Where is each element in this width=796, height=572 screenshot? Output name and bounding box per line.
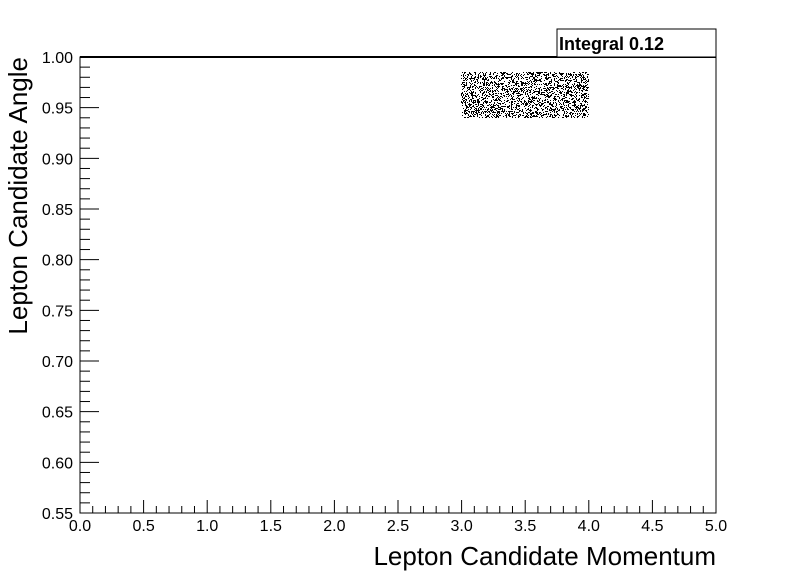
stats-box-frame bbox=[556, 28, 717, 58]
x-tick-label: 2.5 bbox=[387, 518, 409, 535]
scatter-fill bbox=[461, 72, 589, 118]
x-tick-label: 4.5 bbox=[641, 518, 663, 535]
x-tick-label: 3.0 bbox=[450, 518, 472, 535]
y-tick-labels: 0.55 0.60 0.65 0.70 0.75 0.80 0.85 0.90 0.95 1.00 bbox=[42, 50, 73, 523]
y-tick-label: 1.00 bbox=[42, 50, 73, 67]
y-tick-label: 0.95 bbox=[42, 101, 73, 118]
x-tick-labels: 0.0 0.5 1.0 1.5 2.0 2.5 3.0 3.5 4.0 4.5 5.0 bbox=[69, 518, 727, 535]
x-tick-label: 5.0 bbox=[705, 518, 727, 535]
scatter-points bbox=[461, 72, 589, 118]
x-tick-label: 1.0 bbox=[196, 518, 218, 535]
x-tick-label: 1.5 bbox=[260, 518, 282, 535]
x-tick-label: 0.5 bbox=[132, 518, 154, 535]
y-tick-label: 0.65 bbox=[42, 405, 73, 422]
y-axis-title: Lepton Candidate Angle bbox=[3, 57, 33, 335]
y-tick-label: 0.75 bbox=[42, 303, 73, 320]
x-tick-label: 3.5 bbox=[514, 518, 536, 535]
x-tick-label: 4.0 bbox=[578, 518, 600, 535]
y-tick-label: 0.80 bbox=[42, 253, 73, 270]
plot-frame bbox=[79, 56, 717, 514]
y-tick-label: 0.60 bbox=[42, 455, 73, 472]
x-axis-title: Lepton Candidate Momentum bbox=[373, 541, 716, 571]
axis-ticks bbox=[79, 56, 717, 514]
y-tick-label: 0.85 bbox=[42, 202, 73, 219]
stats-box-text: Integral 0.12 bbox=[559, 34, 664, 54]
stats-box: Integral 0.12 bbox=[556, 28, 717, 58]
x-tick-label: 2.0 bbox=[323, 518, 345, 535]
y-tick-label: 0.90 bbox=[42, 151, 73, 168]
y-tick-label: 0.55 bbox=[42, 506, 73, 523]
x-tick-label: 0.0 bbox=[69, 518, 91, 535]
y-tick-label: 0.70 bbox=[42, 354, 73, 371]
